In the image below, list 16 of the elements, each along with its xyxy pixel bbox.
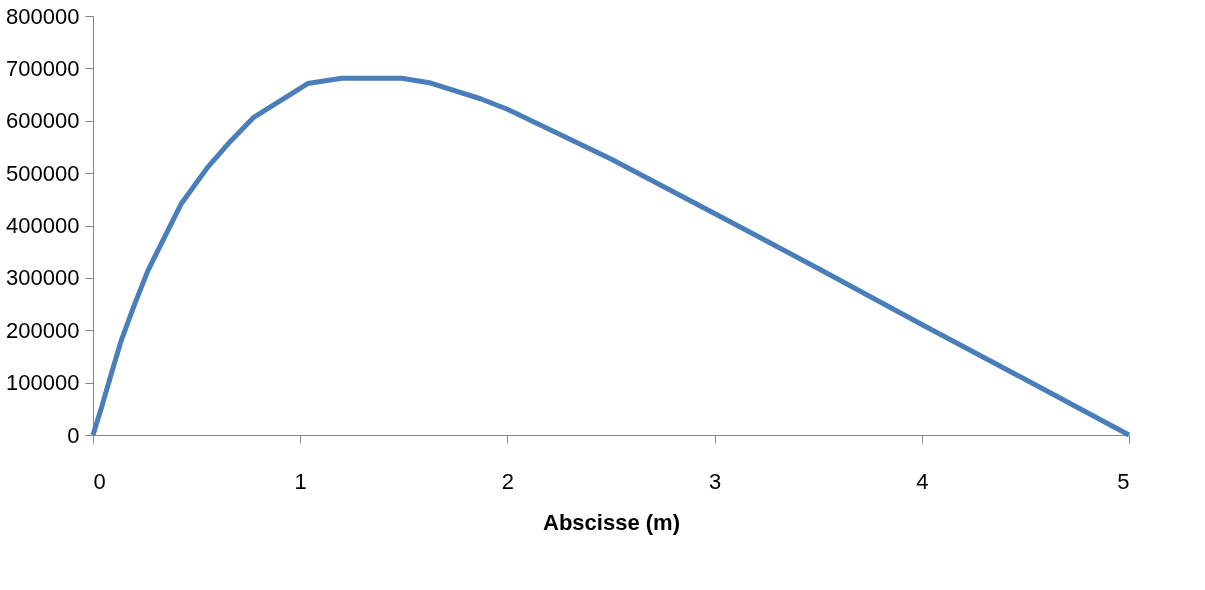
x-tick-label: 4: [916, 468, 929, 494]
x-tick-label: 5: [1117, 468, 1130, 494]
y-tick-label: 800000: [6, 3, 80, 29]
x-tick-label: 1: [294, 468, 307, 494]
y-tick-label: 400000: [6, 213, 80, 238]
x-tick-label: 3: [708, 468, 722, 494]
x-axis-title: Abscisse (m): [543, 509, 680, 535]
y-tick-label: 100000: [6, 370, 80, 396]
y-tick-label: 0: [67, 422, 80, 448]
y-tick-label: 700000: [6, 55, 80, 81]
y-tick-label: 200000: [6, 317, 80, 343]
y-tick-label: 300000: [6, 265, 80, 291]
y-tick-label: 500000: [6, 160, 80, 186]
x-tick-label: 2: [501, 468, 515, 494]
x-tick-label: 0: [93, 468, 106, 494]
y-tick-label: 600000: [6, 108, 80, 134]
